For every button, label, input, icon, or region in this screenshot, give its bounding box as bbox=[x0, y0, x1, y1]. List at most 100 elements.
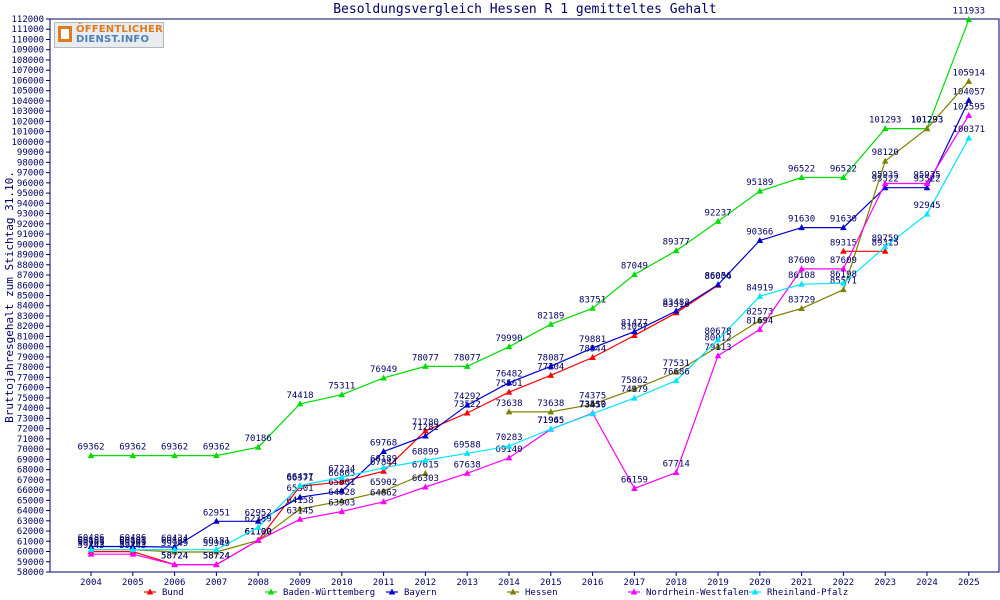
data-point bbox=[881, 157, 889, 164]
data-point bbox=[213, 561, 220, 568]
data-label: 60486 bbox=[119, 534, 146, 544]
data-point bbox=[380, 467, 387, 474]
data-point bbox=[171, 452, 178, 459]
data-label: 67234 bbox=[328, 464, 355, 474]
data-label: 62951 bbox=[203, 508, 230, 518]
y-tick-label: 60000 bbox=[17, 548, 44, 558]
series-line bbox=[91, 80, 970, 553]
data-point bbox=[840, 265, 847, 272]
data-label: 86056 bbox=[704, 272, 731, 282]
data-point bbox=[87, 452, 95, 459]
data-label: 66303 bbox=[412, 474, 439, 484]
x-tick-label: 2017 bbox=[624, 578, 646, 588]
y-tick-label: 88000 bbox=[17, 261, 44, 271]
x-tick-label: 2020 bbox=[749, 578, 771, 588]
data-label: 95935 bbox=[913, 171, 940, 181]
data-label: 91630 bbox=[830, 215, 857, 225]
y-tick-label: 83000 bbox=[17, 312, 44, 322]
data-label: 65901 bbox=[328, 478, 355, 488]
data-point bbox=[840, 286, 847, 293]
y-tick-label: 107000 bbox=[11, 66, 44, 76]
data-label: 63903 bbox=[328, 499, 355, 509]
data-point bbox=[756, 316, 764, 323]
data-point bbox=[965, 77, 973, 84]
data-point bbox=[463, 409, 471, 416]
data-label: 74375 bbox=[579, 391, 606, 401]
data-label: 61100 bbox=[245, 527, 272, 537]
data-point bbox=[547, 425, 555, 432]
data-label: 65902 bbox=[370, 478, 397, 488]
x-tick-label: 2024 bbox=[916, 578, 938, 588]
series-hessen: 60181 60181 59949 5994961100641586492865902… bbox=[77, 68, 985, 555]
y-tick-label: 110000 bbox=[11, 35, 44, 45]
data-point bbox=[422, 432, 429, 439]
series-rheinland-pfalz: 60181 60181 60181 60181 62359 66437 67234 68189… bbox=[77, 125, 985, 553]
y-tick-label: 101000 bbox=[11, 128, 44, 138]
legend-label: Hessen bbox=[525, 588, 558, 598]
data-point bbox=[254, 517, 262, 524]
data-point bbox=[631, 328, 638, 335]
data-label: 59949 bbox=[161, 539, 188, 549]
data-label: 59949 bbox=[203, 539, 230, 549]
y-tick-label: 58000 bbox=[17, 568, 44, 578]
data-label: 96522 bbox=[830, 165, 857, 175]
data-point bbox=[338, 487, 346, 494]
data-label: 111933 bbox=[953, 7, 986, 17]
y-tick-label: 73000 bbox=[17, 414, 44, 424]
data-point bbox=[672, 469, 680, 476]
data-label: 83751 bbox=[579, 295, 606, 305]
data-label: 67615 bbox=[412, 461, 439, 471]
data-label: 62359 bbox=[245, 514, 272, 524]
data-label: 69362 bbox=[119, 443, 146, 453]
data-point bbox=[380, 374, 387, 381]
data-point bbox=[714, 217, 722, 224]
data-label: 66437 bbox=[286, 473, 313, 483]
data-label: 91630 bbox=[788, 215, 815, 225]
data-label: 61100 bbox=[245, 527, 272, 537]
data-label: 95522 bbox=[913, 175, 940, 185]
series-line bbox=[91, 19, 970, 457]
data-label: 81694 bbox=[746, 316, 773, 326]
data-point bbox=[840, 247, 847, 254]
legend-item: Rheinland-Pfalz bbox=[749, 588, 848, 598]
data-label: 86198 bbox=[830, 270, 857, 280]
data-label: 87049 bbox=[621, 262, 648, 272]
legend-label: Baden-Württemberg bbox=[283, 588, 375, 598]
data-label: 67638 bbox=[454, 460, 481, 470]
y-tick-label: 106000 bbox=[11, 76, 44, 86]
data-label: 64928 bbox=[328, 488, 355, 498]
data-label: 95189 bbox=[746, 178, 773, 188]
y-tick-label: 78000 bbox=[17, 363, 44, 373]
data-label: 78077 bbox=[412, 353, 439, 363]
y-tick-label: 103000 bbox=[11, 107, 44, 117]
y-tick-label: 79000 bbox=[17, 353, 44, 363]
data-label: 87609 bbox=[830, 256, 857, 266]
y-tick-label: 111000 bbox=[11, 25, 44, 35]
data-point bbox=[380, 464, 387, 471]
y-tick-label: 63000 bbox=[17, 517, 44, 527]
data-label: 64158 bbox=[286, 496, 313, 506]
data-label: 68899 bbox=[412, 447, 439, 457]
data-point bbox=[714, 343, 722, 350]
data-label: 79990 bbox=[495, 334, 522, 344]
data-point bbox=[923, 210, 931, 217]
data-point bbox=[505, 442, 513, 449]
data-label: 86108 bbox=[788, 271, 815, 281]
x-tick-label: 2015 bbox=[540, 578, 562, 588]
data-label: 60181 bbox=[119, 537, 146, 547]
x-tick-label: 2016 bbox=[582, 578, 604, 588]
x-tick-label: 2018 bbox=[665, 578, 687, 588]
data-label: 69768 bbox=[370, 438, 397, 448]
data-point bbox=[129, 546, 137, 553]
data-point bbox=[87, 543, 95, 550]
data-point bbox=[129, 550, 137, 557]
data-label: 66371 bbox=[286, 473, 313, 483]
data-point bbox=[714, 281, 722, 288]
data-point bbox=[505, 408, 513, 415]
series-bayern: 60486 60486 60434 62951 62952 65301 65901 69768… bbox=[77, 87, 985, 550]
y-tick-label: 92000 bbox=[17, 220, 44, 230]
data-label: 79113 bbox=[704, 343, 731, 353]
data-point bbox=[840, 224, 847, 231]
x-tick-label: 2005 bbox=[122, 578, 144, 588]
data-label: 89315 bbox=[830, 238, 857, 248]
